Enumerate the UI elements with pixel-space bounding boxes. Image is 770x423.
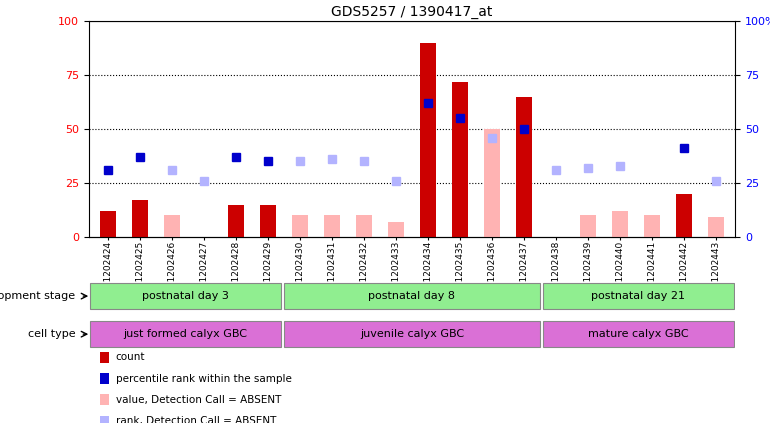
Bar (284, 321, 540, 348)
Text: count: count (116, 352, 145, 363)
Bar (612, 211, 628, 237)
Bar (543, 321, 734, 348)
Bar (644, 215, 660, 237)
Bar (90, 283, 281, 310)
Bar (580, 215, 596, 237)
Text: cell type: cell type (28, 329, 75, 339)
Text: development stage: development stage (0, 291, 75, 301)
Text: just formed calyx GBC: just formed calyx GBC (123, 329, 248, 339)
Bar (484, 129, 500, 237)
Text: percentile rank within the sample: percentile rank within the sample (116, 374, 291, 384)
Text: mature calyx GBC: mature calyx GBC (588, 329, 688, 339)
Bar (324, 215, 340, 237)
Bar (164, 215, 180, 237)
Bar (228, 205, 244, 237)
Text: value, Detection Call = ABSENT: value, Detection Call = ABSENT (116, 395, 281, 405)
Bar (356, 215, 372, 237)
Text: postnatal day 3: postnatal day 3 (142, 291, 229, 301)
Bar (452, 82, 468, 237)
Bar (708, 217, 724, 237)
Bar (676, 194, 692, 237)
Bar (284, 283, 540, 310)
Bar (292, 215, 308, 237)
Text: rank, Detection Call = ABSENT: rank, Detection Call = ABSENT (116, 416, 276, 423)
Bar (259, 205, 276, 237)
Bar (543, 283, 734, 310)
Title: GDS5257 / 1390417_at: GDS5257 / 1390417_at (331, 5, 493, 19)
Bar (100, 211, 116, 237)
Text: postnatal day 8: postnatal day 8 (369, 291, 455, 301)
Bar (132, 200, 148, 237)
Bar (388, 222, 404, 237)
Bar (90, 321, 281, 348)
Bar (516, 97, 532, 237)
Text: postnatal day 21: postnatal day 21 (591, 291, 685, 301)
Bar (420, 43, 436, 237)
Text: juvenile calyx GBC: juvenile calyx GBC (360, 329, 464, 339)
